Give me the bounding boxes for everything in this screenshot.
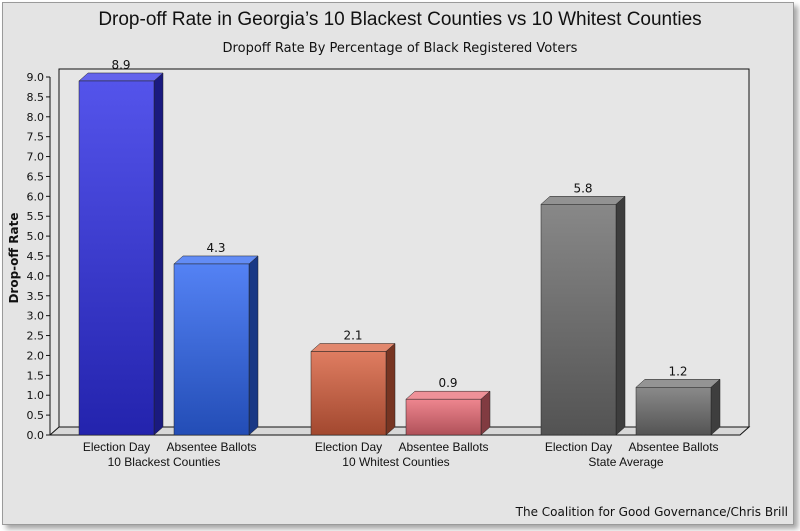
bar-data-label: 4.3 [206, 241, 225, 255]
bar [173, 263, 250, 436]
y-tick-label: 5.5 [27, 210, 45, 223]
bar-category-label: Election Day [315, 440, 382, 454]
bar-side [615, 195, 626, 436]
y-tick-label: 6.5 [27, 170, 45, 183]
bar [78, 80, 155, 436]
bar-side [248, 255, 259, 436]
bar-category-label: Election Day [83, 440, 150, 454]
bar-top [405, 390, 491, 400]
y-tick-label: 7.5 [27, 131, 45, 144]
group-label: 10 Whitest Counties [342, 455, 449, 469]
y-tick-label: 8.0 [27, 111, 45, 124]
bar-data-label: 0.9 [438, 376, 457, 390]
y-tick-label: 7.0 [27, 151, 45, 164]
bar-top [310, 343, 396, 352]
y-tick-label: 8.5 [27, 91, 45, 104]
y-tick-label: 5.0 [27, 230, 45, 243]
bar-category-label: Absentee Ballots [166, 440, 256, 454]
y-tick-label: 4.5 [27, 250, 45, 263]
bar-category-label: Absentee Ballots [398, 440, 488, 454]
bar [310, 351, 387, 436]
group-label: 10 Blackest Counties [108, 455, 221, 469]
footer-credit: The Coalition for Good Governance/Chris … [515, 505, 788, 519]
bar [635, 387, 712, 436]
bar-top [173, 255, 259, 265]
bar-data-label: 1.2 [668, 364, 687, 378]
y-tick-label: 2.0 [27, 349, 45, 362]
y-tick-label: 3.5 [27, 290, 45, 303]
group-label: State Average [588, 455, 663, 469]
y-tick-label: 1.0 [27, 389, 45, 402]
y-tick-label: 2.5 [27, 330, 45, 343]
y-tick-label: 6.0 [27, 190, 45, 203]
bar-data-label: 8.9 [111, 58, 130, 72]
bar-top [635, 379, 721, 388]
bar-side [710, 378, 721, 436]
bar [540, 204, 617, 436]
bar-top [78, 72, 164, 82]
bar-side [153, 72, 164, 436]
chart-title: Drop-off Rate in Georgia’s 10 Blackest C… [98, 9, 702, 30]
chart-subtitle: Dropoff Rate By Percentage of Black Regi… [222, 41, 578, 56]
y-tick-label: 0.0 [27, 429, 45, 442]
y-tick-label: 0.5 [27, 409, 45, 422]
bar [405, 398, 482, 436]
bar-top [540, 196, 626, 205]
y-tick-label: 4.0 [27, 270, 45, 283]
bar-data-label: 5.8 [573, 181, 592, 195]
bar-side [385, 342, 396, 436]
y-tick-label: 3.0 [27, 310, 45, 323]
bar-category-label: Absentee Ballots [628, 440, 718, 454]
y-tick-label: 9.0 [27, 71, 45, 84]
y-tick-label: 1.5 [27, 369, 45, 382]
bar-category-label: Election Day [545, 440, 612, 454]
bar-data-label: 2.1 [343, 328, 362, 342]
